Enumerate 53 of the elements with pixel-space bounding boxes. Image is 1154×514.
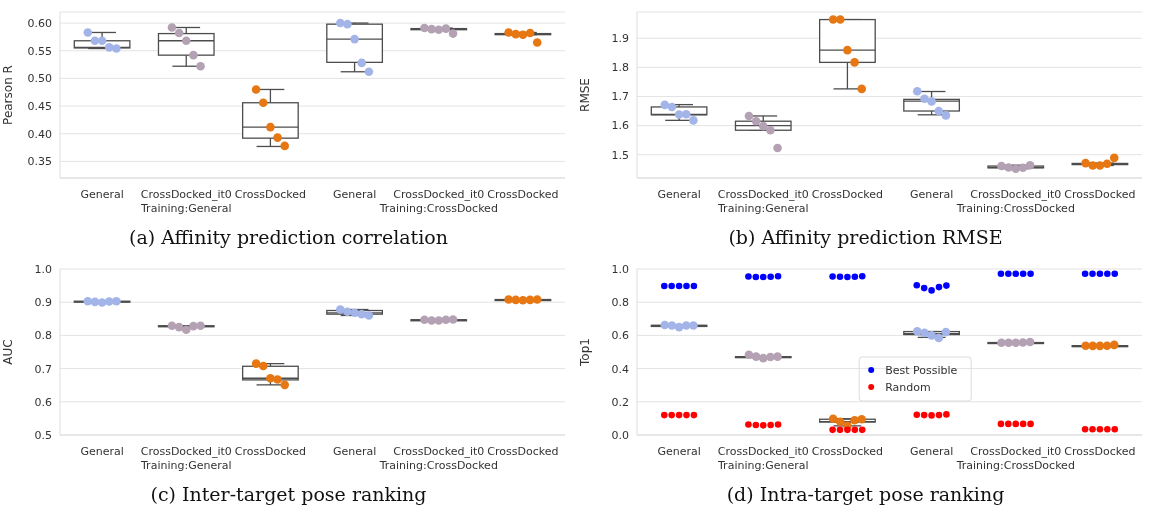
y-tick-label: 0.40: [27, 127, 52, 141]
x-tick-label: CrossDocked: [1064, 445, 1136, 458]
y-tick-label: 1.6: [611, 119, 629, 133]
y-tick-label: 0.60: [27, 16, 52, 30]
y-tick-label: 1.8: [611, 61, 629, 75]
x-tick-label: General: [332, 445, 377, 458]
y-axis-title: Pearson R: [1, 65, 16, 125]
text: (a) Affinity prediction correlation: [128, 226, 449, 248]
x-tick-label: CrossDocked: [811, 445, 883, 458]
x-tick-label: CrossDocked_it0 Training:General: [140, 188, 232, 215]
y-tick-label: 1.0: [34, 262, 52, 276]
y-tick-label: 0.9: [34, 296, 52, 310]
y-axis-title: RMSE: [578, 78, 593, 112]
text: (b) Affinity prediction RMSE: [727, 226, 1004, 248]
legend-label: Best Possible: [885, 363, 958, 377]
y-axis-title: AUC: [1, 339, 16, 365]
y-tick-label: 0.35: [27, 155, 52, 169]
y-tick-label: 0.8: [611, 296, 629, 310]
y-tick-label: 0.50: [27, 72, 52, 86]
x-tick-label: CrossDocked: [487, 188, 559, 201]
y-tick-label: 0.7: [34, 362, 52, 376]
x-tick-label: CrossDocked_it0 Training:General: [717, 188, 809, 215]
y-tick-label: 0.5: [34, 428, 52, 442]
x-tick-label: General: [657, 188, 701, 201]
text: (c) Inter-target pose ranking: [149, 483, 428, 505]
x-tick-label: General: [657, 445, 701, 458]
y-tick-label: 0.6: [611, 329, 629, 343]
y-tick-label: 0.6: [34, 395, 52, 409]
y-tick-label: 0.55: [27, 44, 52, 58]
y-tick-label: 0.0: [611, 428, 629, 442]
y-tick-label: 1.0: [611, 262, 629, 276]
y-axis-title: Top1: [578, 338, 593, 367]
x-tick-label: CrossDocked: [487, 445, 559, 458]
x-tick-label: CrossDocked_it0 Training:General: [717, 445, 809, 472]
x-tick-label: CrossDocked_it0 Training:General: [140, 445, 232, 472]
y-tick-label: 1.5: [611, 148, 629, 162]
x-tick-label: General: [332, 188, 377, 201]
x-tick-label: General: [80, 445, 124, 458]
text: (d) Intra-target pose ranking: [725, 483, 1006, 505]
y-tick-label: 0.8: [34, 329, 52, 343]
legend-label: Random: [885, 380, 931, 394]
x-tick-label: CrossDocked: [811, 188, 883, 201]
x-tick-label: CrossDocked: [1064, 188, 1136, 201]
y-tick-label: 1.7: [611, 90, 629, 104]
x-tick-label: CrossDocked: [234, 188, 306, 201]
y-tick-label: 0.45: [27, 99, 52, 113]
y-tick-label: 0.4: [611, 362, 629, 376]
x-tick-label: General: [80, 188, 124, 201]
y-tick-label: 1.9: [611, 32, 629, 46]
y-tick-label: 0.2: [611, 395, 629, 409]
x-tick-label: CrossDocked: [234, 445, 306, 458]
x-tick-label: General: [909, 445, 954, 458]
x-tick-label: General: [909, 188, 954, 201]
